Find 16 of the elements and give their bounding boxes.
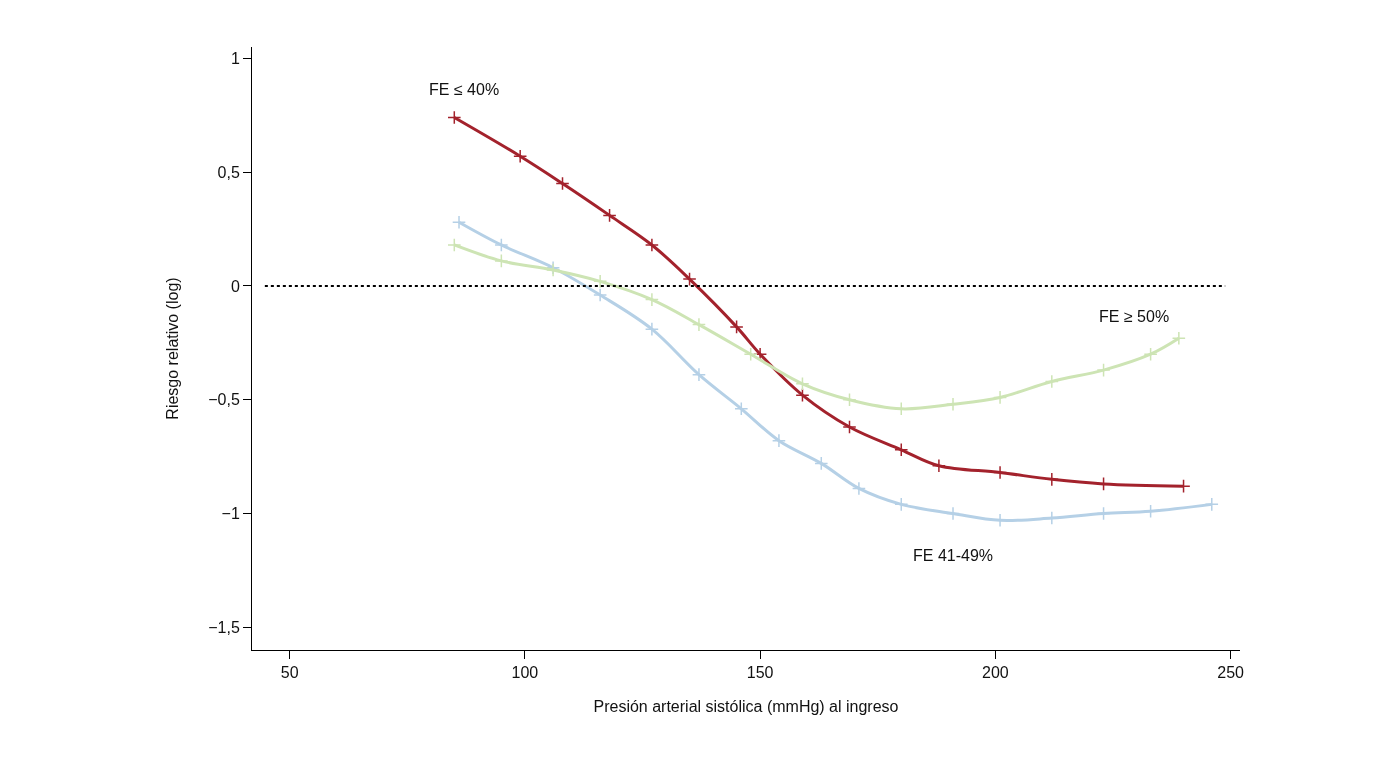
x-axis-title: Presión arterial sistólica (mmHg) al ingreso bbox=[593, 697, 899, 715]
y-tick-label: 0 bbox=[230, 277, 240, 295]
x-tick-label: 200 bbox=[982, 664, 1009, 682]
x-tick-label: 250 bbox=[1217, 664, 1245, 682]
series-label: FE 41-49% bbox=[913, 547, 994, 564]
series-label: FE ≥ 50% bbox=[1099, 308, 1170, 325]
series-label: FE ≤ 40% bbox=[429, 81, 500, 98]
y-axis-title: Riesgo relativo (log) bbox=[164, 277, 182, 420]
y-tick-label: −1 bbox=[221, 505, 240, 523]
x-tick-label: 150 bbox=[746, 664, 774, 682]
y-tick-label: 0,5 bbox=[217, 163, 240, 181]
x-tick-label: 100 bbox=[511, 664, 539, 682]
y-tick-label: −1,5 bbox=[208, 618, 240, 636]
y-tick-label: 1 bbox=[230, 49, 240, 67]
x-tick-label: 50 bbox=[280, 664, 299, 682]
y-tick-label: −0,5 bbox=[208, 391, 240, 409]
